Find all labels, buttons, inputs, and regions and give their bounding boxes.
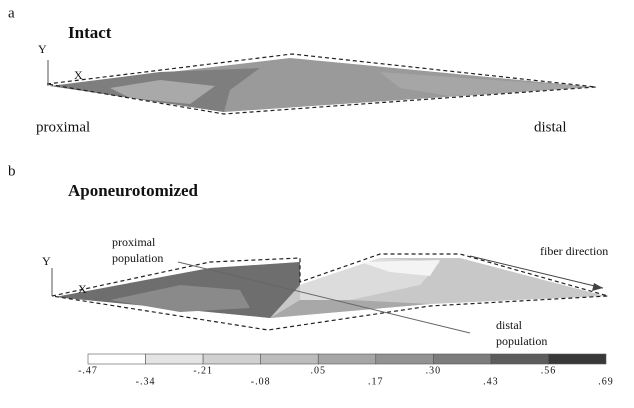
colorbar-label: -.47 [78,365,98,376]
aponeurotomized-muscle [52,254,608,333]
panel-title: Aponeurotomized [68,181,199,200]
region-label: population [112,251,163,265]
colorbar-label: .05 [310,365,326,376]
axis-label: Y [42,254,51,268]
colorbar-label: -.08 [251,376,271,387]
colorbar-label: -.21 [193,365,213,376]
panel-letter: a [8,5,15,21]
panel-letter: b [8,163,16,179]
end-label: proximal [36,119,90,135]
colorbar-swatch [146,354,204,364]
region-label: fiber direction [540,244,608,258]
colorbar: -.47 -.34 -.21 -.08 .05 .17 .30 .43 .56 .69 [78,354,614,387]
colorbar-swatch [318,354,376,364]
colorbar-label: .17 [368,376,384,387]
region-label: distal [496,318,523,332]
colorbar-swatch [491,354,549,364]
axis-label: X [74,68,83,82]
figure: a Intact Y X proximal distal b Aponeurot… [0,0,634,408]
end-label: distal [534,119,567,135]
colorbar-swatch [376,354,434,364]
colorbar-swatch [261,354,319,364]
region-label: population [496,334,547,348]
colorbar-swatch [88,354,146,364]
colorbar-label: .30 [426,365,442,376]
intact-muscle [47,54,596,114]
colorbar-swatch [203,354,261,364]
colorbar-label: .56 [541,365,557,376]
axis-label: X [78,282,87,296]
colorbar-label: .43 [483,376,499,387]
colorbar-label: -.34 [136,376,156,387]
colorbar-swatch [433,354,491,364]
panel-title: Intact [68,23,112,42]
colorbar-swatch [548,354,606,364]
axis-label: Y [38,42,47,56]
colorbar-label: .69 [598,376,614,387]
region-label: proximal [112,235,156,249]
